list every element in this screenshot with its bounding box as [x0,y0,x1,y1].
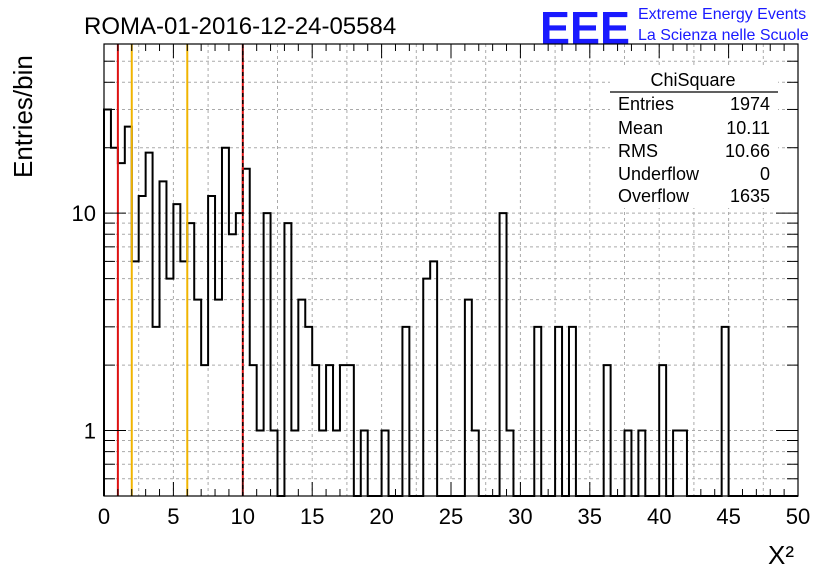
stats-label-mean: Mean [618,118,663,138]
stats-label-underflow: Underflow [618,164,700,184]
axis-tick-labels: 0 5 10 15 20 25 30 35 40 45 50 1 10 [72,201,811,529]
stats-value-underflow: 0 [760,164,770,184]
stats-value-overflow: 1635 [730,186,770,206]
stats-label-entries: Entries [618,94,674,114]
stats-title: ChiSquare [650,70,735,90]
x-tick-label: 30 [508,504,532,529]
chart-title: ROMA-01-2016-12-24-05584 [84,13,396,40]
x-tick-label: 40 [647,504,671,529]
y-axis-label: Entries/bin [8,55,38,178]
stats-value-rms: 10.66 [725,141,770,161]
x-tick-label: 25 [439,504,463,529]
histogram-outline [103,108,798,497]
x-tick-label: 20 [369,504,393,529]
y-tick-label: 10 [72,201,96,226]
stats-value-entries: 1974 [730,94,770,114]
x-tick-label: 35 [578,504,602,529]
x-tick-label: 5 [167,504,179,529]
x-tick-label: 0 [98,504,110,529]
statistics-box: ChiSquare Entries 1974 Mean 10.11 RMS 10… [610,66,778,208]
x-tick-label: 15 [300,504,324,529]
x-tick-label: 10 [231,504,255,529]
y-tick-label: 1 [84,419,96,444]
x-axis-label: X² [768,540,794,570]
eee-logo: EEE Extreme Energy Events La Scienza nel… [540,2,809,54]
stats-label-overflow: Overflow [618,186,690,206]
stats-label-rms: RMS [618,141,658,161]
logo-text: EEE [540,2,630,54]
x-tick-label: 45 [716,504,740,529]
x-tick-label: 50 [786,504,810,529]
stats-value-mean: 10.11 [726,118,770,138]
histogram-bars [103,108,798,497]
logo-line-1: Extreme Energy Events [638,6,806,23]
axis-ticks [103,43,799,497]
stats-box-background [610,66,778,208]
threshold-lines [116,44,244,496]
grid-lines [104,43,798,497]
logo-line-2: La Scienza nelle Scuole [638,27,809,44]
